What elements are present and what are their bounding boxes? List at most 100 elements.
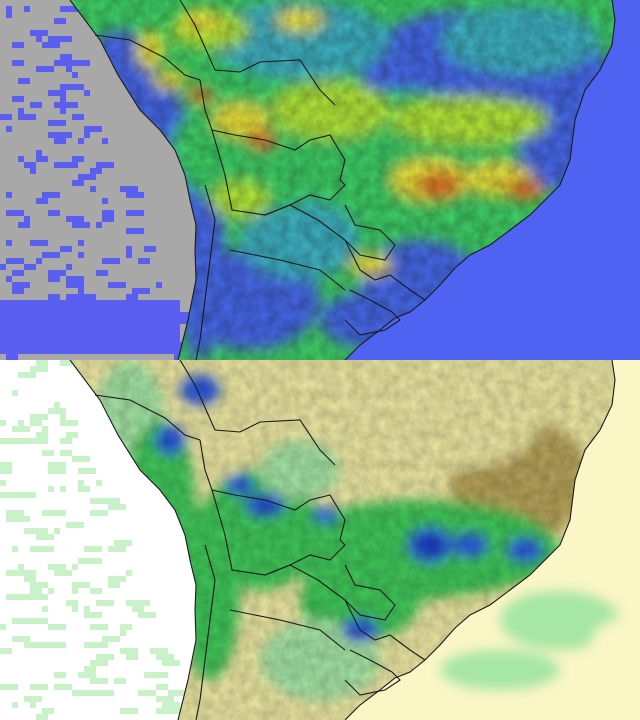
ocean-speckle-cell (60, 486, 66, 492)
ocean-speckle-cell (90, 678, 102, 684)
ocean-speckle-cell (108, 504, 126, 510)
ocean-speckle-cell (30, 264, 36, 270)
ocean-speckle-cell (6, 210, 24, 216)
ocean-speckle-cell (156, 708, 174, 714)
ocean-speckle-cell (36, 150, 42, 156)
ocean-speckle-cell (66, 294, 84, 300)
ocean-speckle-cell (42, 606, 48, 612)
ocean-speckle-cell (6, 594, 24, 600)
ocean-speckle-cell (36, 534, 54, 540)
ocean-speckle-cell (48, 642, 66, 648)
ocean-speckle-cell (36, 36, 42, 42)
ocean-speckle-cell (78, 486, 90, 492)
ocean-speckle-cell (6, 510, 24, 516)
ocean-speckle-cell (54, 300, 72, 318)
border-colombia-brazil (179, 0, 336, 106)
ocean-speckle-cell (0, 624, 6, 630)
ocean-speckle-cell (78, 672, 96, 678)
ocean-speckle-cell (36, 318, 54, 336)
coastline-east (344, 0, 616, 360)
ocean-speckle-cell (0, 264, 6, 270)
ocean-anomaly-cell (500, 590, 620, 650)
ocean-speckle-cell (102, 678, 108, 684)
ocean-speckle-cell (90, 558, 102, 564)
ocean-speckle-cell (12, 282, 30, 288)
ocean-speckle-cell (12, 516, 24, 522)
ocean-speckle-cell (60, 102, 78, 108)
ocean-speckle-cell (84, 666, 96, 672)
ocean-speckle-cell (0, 462, 12, 468)
coastline-west (69, 0, 197, 360)
ocean-speckle-cell (96, 690, 114, 696)
ocean-speckle-cell (126, 192, 144, 198)
ocean-speckle-cell (6, 258, 24, 264)
ocean-speckle-cell (42, 426, 48, 432)
ocean-speckle-cell (84, 690, 96, 696)
ocean-speckle-cell (18, 492, 36, 498)
border-argentina-brazil (344, 599, 426, 661)
border-ecuador-peru (94, 394, 201, 441)
ocean-speckle-cell (60, 96, 66, 102)
ocean-speckle-cell (30, 618, 48, 624)
ocean-speckle-cell (60, 420, 72, 426)
ocean-speckle-cell (78, 288, 84, 294)
ocean-speckle-cell (108, 300, 126, 318)
precipitation-map-top-canvas (0, 0, 640, 360)
ocean-speckle-cell (36, 300, 54, 318)
ocean-speckle-cell (72, 282, 84, 288)
ocean-speckle-cell (0, 420, 6, 426)
ocean-speckle-cell (18, 108, 24, 114)
ocean-speckle-cell (54, 138, 66, 144)
ocean-speckle-cell (96, 480, 102, 486)
ocean-speckle-cell (48, 564, 66, 570)
ocean-speckle-cell (78, 294, 96, 300)
ocean-speckle-cell (66, 282, 72, 288)
ocean-speckle-cell (90, 624, 108, 630)
ocean-speckle-cell (54, 18, 66, 24)
ocean-speckle-cell (120, 624, 132, 630)
ocean-speckle-layer (0, 6, 204, 360)
ocean-speckle-cell (18, 564, 24, 570)
ocean-speckle-cell (30, 546, 48, 552)
ocean-speckle-cell (126, 294, 138, 300)
ocean-speckle-cell (18, 300, 36, 318)
ocean-speckle-cell (54, 336, 72, 354)
ocean-speckle-cell (90, 510, 108, 516)
ocean-speckle-cell (144, 612, 156, 618)
border-paraguay (264, 564, 396, 621)
ocean-speckle-cell (120, 540, 132, 546)
ocean-speckle-cell (48, 132, 66, 138)
country-borders (69, 0, 616, 360)
ocean-speckle-cell (48, 90, 66, 96)
ocean-speckle-cell (18, 96, 24, 102)
ocean-speckle-cell (78, 468, 96, 474)
ocean-speckle-cell (132, 606, 144, 612)
ocean-speckle-cell (72, 72, 78, 78)
ocean-speckle-cell (12, 390, 18, 396)
ocean-speckle-cell (24, 438, 36, 444)
ocean-speckle-cell (132, 288, 150, 294)
ocean-speckle-cell (84, 546, 102, 552)
ocean-speckle-cell (24, 516, 30, 522)
country-borders (69, 360, 616, 720)
ocean-speckle-cell (162, 654, 174, 660)
ocean-speckle-cell (72, 690, 84, 696)
ocean-speckle-cell (162, 300, 180, 318)
ocean-speckle-cell (0, 468, 12, 474)
ocean-speckle-layer (0, 360, 192, 720)
ocean-speckle-cell (48, 588, 54, 594)
ocean-speckle-cell (30, 168, 36, 174)
ocean-speckle-cell (42, 450, 54, 456)
ocean-speckle-cell (90, 612, 102, 618)
ocean-speckle-cell (24, 528, 30, 534)
ocean-speckle-cell (24, 696, 42, 702)
ocean-speckle-cell (90, 318, 108, 336)
ocean-speckle-cell (66, 432, 78, 438)
ocean-speckle-cell (126, 336, 144, 354)
ocean-speckle-cell (30, 414, 48, 420)
ocean-speckle-cell (144, 246, 156, 252)
ocean-speckle-cell (84, 90, 90, 96)
ocean-speckle-cell (18, 78, 30, 84)
ocean-speckle-cell (84, 126, 96, 132)
ocean-speckle-cell (162, 318, 180, 336)
